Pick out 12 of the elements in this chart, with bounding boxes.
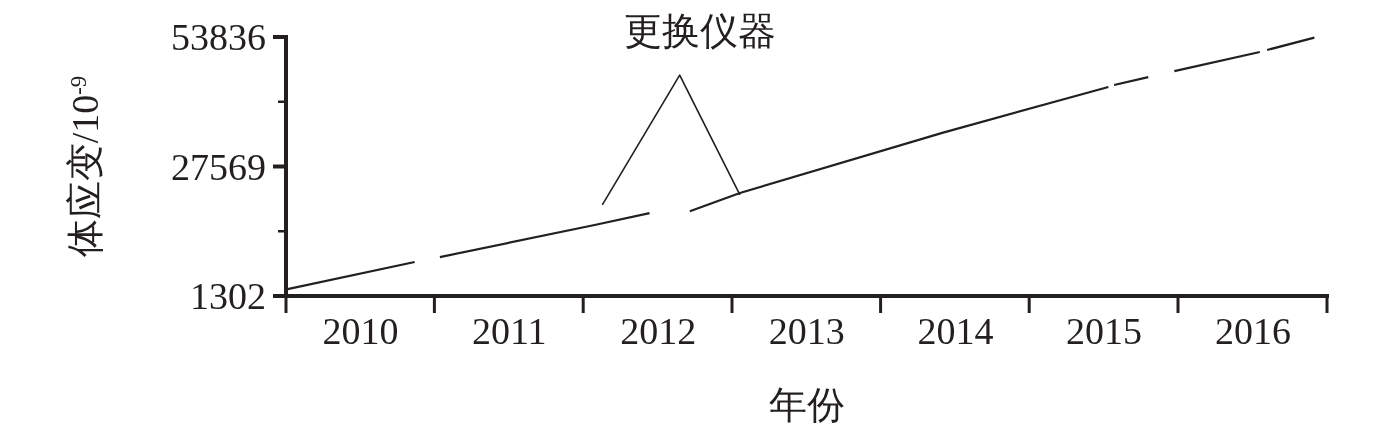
x-tick-label: 2010 [322,310,399,352]
y-tick-label: 53836 [171,16,266,59]
x-tick-label: 2012 [620,310,697,352]
annotation: 更换仪器 [624,10,776,52]
y-tick-label: 27569 [171,145,266,188]
x-axis-title: 年份 [768,384,845,426]
x-tick-label: 2016 [1215,310,1291,352]
x-tick-label: 2011 [471,310,547,352]
x-tick-label: 2013 [768,310,845,352]
y-tick-label: 1302 [190,275,266,318]
x-tick-label: 2014 [917,310,994,352]
x-tick-label: 2015 [1065,310,1142,352]
